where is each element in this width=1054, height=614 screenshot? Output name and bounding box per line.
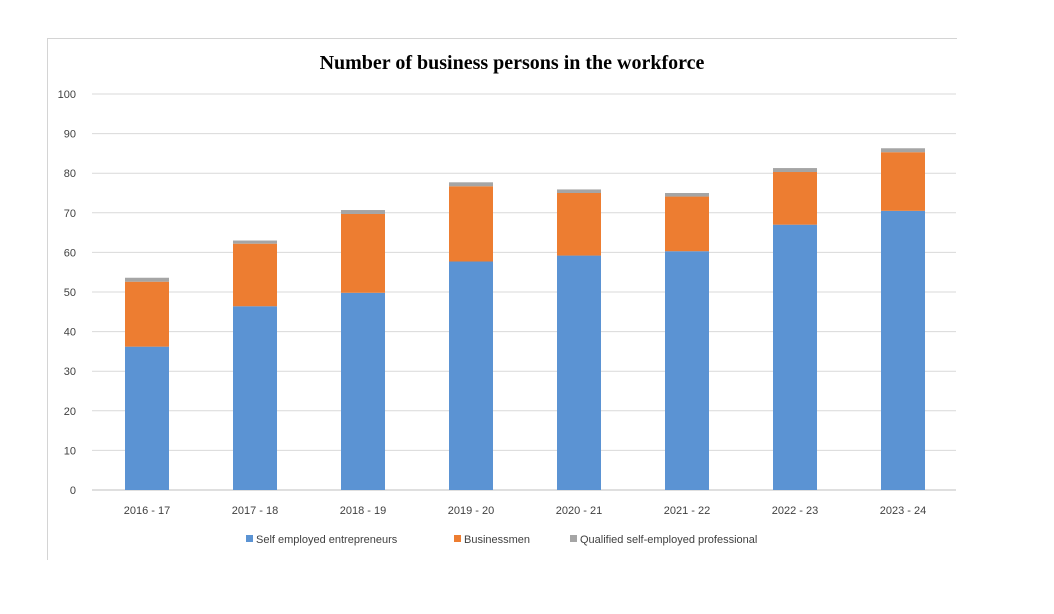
bar-segment-qualified-professional xyxy=(881,148,925,153)
y-tick-label: 70 xyxy=(64,208,76,220)
y-tick-label: 40 xyxy=(64,327,76,339)
y-tick-label: 80 xyxy=(64,168,76,180)
gridlines xyxy=(92,93,956,491)
bar-segment-self-employed xyxy=(557,255,601,490)
bar-segment-businessmen xyxy=(449,186,493,262)
chart-frame xyxy=(47,38,957,560)
bar-segment-qualified-professional xyxy=(449,182,493,187)
bar-segment-businessmen xyxy=(125,281,169,347)
legend-swatch xyxy=(246,535,253,542)
bar-segment-businessmen xyxy=(341,213,385,293)
y-tick-label: 0 xyxy=(70,485,76,497)
x-tick-label: 2019 - 20 xyxy=(448,505,494,517)
bar-segment-self-employed xyxy=(125,346,169,490)
bar-segment-qualified-professional xyxy=(233,240,277,244)
y-tick-label: 60 xyxy=(64,247,76,259)
chart-title: Number of business persons in the workfo… xyxy=(320,52,705,74)
bar-segment-businessmen xyxy=(557,193,601,256)
y-tick-label: 90 xyxy=(64,129,76,141)
y-axis-ticks: 0 10 20 30 40 50 60 70 80 90 100 xyxy=(58,89,76,497)
y-tick-label: 10 xyxy=(64,445,76,457)
x-axis-ticks: 2016 - 17 2017 - 18 2018 - 19 2019 - 20 2020… xyxy=(124,505,926,517)
x-tick-label: 2017 - 18 xyxy=(232,505,278,517)
x-tick-label: 2023 - 24 xyxy=(880,505,926,517)
bar-segment-businessmen xyxy=(881,152,925,211)
x-tick-label: 2020 - 21 xyxy=(556,505,602,517)
legend-swatch xyxy=(454,535,461,542)
bar-segment-businessmen xyxy=(665,196,709,252)
bar-segment-self-employed xyxy=(449,261,493,490)
bar-segment-qualified-professional xyxy=(125,277,169,282)
bar-segment-self-employed xyxy=(233,306,277,490)
x-tick-label: 2018 - 19 xyxy=(340,505,386,517)
bar-segment-qualified-professional xyxy=(557,189,601,193)
bars xyxy=(125,148,925,490)
legend-swatch xyxy=(570,535,577,542)
bar-segment-self-employed xyxy=(773,224,817,490)
y-tick-label: 50 xyxy=(64,287,76,299)
bar-segment-self-employed xyxy=(665,251,709,490)
y-tick-label: 30 xyxy=(64,366,76,378)
bar-segment-self-employed xyxy=(341,292,385,490)
bar-segment-qualified-professional xyxy=(341,210,385,214)
bar-segment-qualified-professional xyxy=(773,168,817,173)
y-tick-label: 100 xyxy=(58,89,76,101)
bar-segment-businessmen xyxy=(773,172,817,225)
legend-label: Qualified self-employed professional xyxy=(580,534,757,546)
bar-segment-qualified-professional xyxy=(665,193,709,197)
legend-label: Businessmen xyxy=(464,534,530,546)
x-tick-label: 2021 - 22 xyxy=(664,505,710,517)
bar-segment-businessmen xyxy=(233,243,277,307)
x-tick-label: 2022 - 23 xyxy=(772,505,818,517)
legend-label: Self employed entrepreneurs xyxy=(256,534,398,546)
x-tick-label: 2016 - 17 xyxy=(124,505,170,517)
legend: Self employed entrepreneurs Businessmen Qu… xyxy=(246,534,757,546)
y-tick-label: 20 xyxy=(64,406,76,418)
bar-segment-self-employed xyxy=(881,210,925,490)
